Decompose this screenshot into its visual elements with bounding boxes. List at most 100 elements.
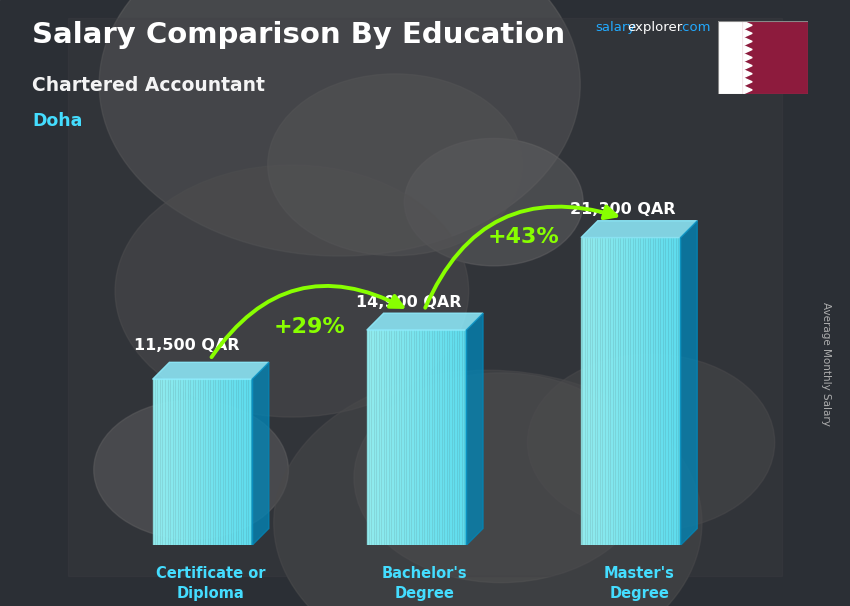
Bar	[403, 330, 405, 545]
Bar	[157, 379, 159, 545]
Bar	[646, 238, 648, 545]
Bar	[626, 238, 627, 545]
Polygon shape	[743, 86, 752, 94]
Bar	[438, 330, 439, 545]
Bar	[638, 238, 639, 545]
Text: +43%: +43%	[488, 227, 559, 247]
Bar	[648, 238, 649, 545]
Bar	[654, 238, 655, 545]
Bar	[664, 238, 666, 545]
Circle shape	[94, 401, 288, 539]
Bar	[406, 330, 408, 545]
Bar	[164, 379, 166, 545]
Bar	[644, 238, 646, 545]
Bar	[427, 330, 428, 545]
Bar	[425, 330, 427, 545]
Bar	[614, 238, 615, 545]
Bar	[206, 379, 207, 545]
Bar	[448, 330, 450, 545]
Bar	[400, 330, 401, 545]
Bar	[156, 379, 157, 545]
Bar	[619, 238, 620, 545]
Text: Doha: Doha	[32, 112, 82, 130]
Bar	[207, 379, 209, 545]
Bar	[641, 238, 643, 545]
Bar	[237, 379, 239, 545]
Bar	[582, 238, 584, 545]
Bar	[244, 379, 246, 545]
Bar	[634, 238, 636, 545]
Bar	[598, 238, 599, 545]
Text: 14,900 QAR: 14,900 QAR	[356, 295, 462, 310]
Bar	[385, 330, 387, 545]
Bar	[370, 330, 371, 545]
Bar	[608, 238, 609, 545]
Bar	[249, 379, 251, 545]
Bar	[408, 330, 410, 545]
Text: salary: salary	[595, 21, 635, 34]
Bar	[185, 379, 187, 545]
Bar	[652, 238, 654, 545]
Circle shape	[527, 355, 774, 531]
Bar	[584, 238, 586, 545]
Bar	[460, 330, 462, 545]
Bar	[154, 379, 156, 545]
Polygon shape	[152, 362, 269, 379]
Bar	[224, 379, 225, 545]
Bar	[68, 18, 782, 576]
Bar	[657, 238, 659, 545]
Bar	[456, 330, 458, 545]
Bar	[411, 330, 413, 545]
Bar	[178, 379, 179, 545]
Bar	[671, 238, 672, 545]
Bar	[613, 238, 614, 545]
Text: explorer: explorer	[627, 21, 683, 34]
Bar	[451, 330, 453, 545]
Bar	[225, 379, 227, 545]
Polygon shape	[366, 313, 483, 330]
Bar	[251, 379, 252, 545]
Bar	[230, 379, 232, 545]
Polygon shape	[743, 70, 752, 78]
Bar	[392, 330, 394, 545]
Bar	[620, 238, 622, 545]
Bar	[410, 330, 411, 545]
Bar	[192, 379, 194, 545]
Bar	[220, 379, 222, 545]
Bar	[189, 379, 190, 545]
Bar	[643, 238, 644, 545]
Bar	[171, 379, 173, 545]
Polygon shape	[743, 78, 752, 86]
Bar	[232, 379, 234, 545]
Bar	[373, 330, 375, 545]
Bar	[436, 330, 438, 545]
Circle shape	[405, 138, 583, 266]
Bar	[667, 238, 669, 545]
Bar	[463, 330, 465, 545]
Bar	[368, 330, 370, 545]
Bar	[247, 379, 249, 545]
Bar	[669, 238, 671, 545]
Text: Certificate or
Diploma: Certificate or Diploma	[156, 566, 265, 601]
Polygon shape	[743, 29, 752, 38]
Bar	[375, 330, 377, 545]
Bar	[239, 379, 241, 545]
Bar	[378, 330, 380, 545]
Bar	[446, 330, 448, 545]
Bar	[380, 330, 382, 545]
Bar	[655, 238, 657, 545]
Bar	[387, 330, 388, 545]
Bar	[227, 379, 229, 545]
Bar	[246, 379, 247, 545]
Bar	[152, 379, 154, 545]
Bar	[660, 238, 662, 545]
Bar	[674, 238, 676, 545]
Bar	[201, 379, 202, 545]
Bar	[677, 238, 679, 545]
Text: Salary Comparison By Education: Salary Comparison By Education	[32, 21, 565, 49]
Text: +29%: +29%	[274, 318, 345, 338]
Bar	[222, 379, 224, 545]
Bar	[420, 330, 422, 545]
Circle shape	[354, 373, 649, 582]
Polygon shape	[743, 21, 752, 29]
